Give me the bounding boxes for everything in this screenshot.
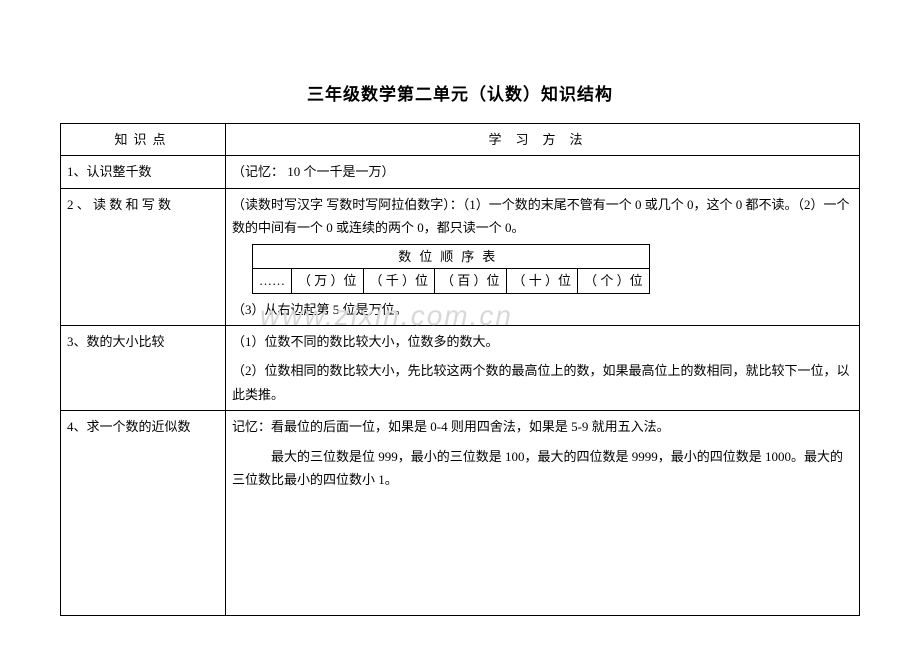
- page-title: 三年级数学第二单元（认数）知识结构: [60, 80, 860, 105]
- row2-line3: （3）从右边起第 5 位是万位。: [232, 298, 853, 321]
- inner-c0: ……: [253, 269, 292, 294]
- row2-content: （读数时写汉字 写数时写阿拉伯数字）：（1）一个数的末尾不管有一个 0 或几个 …: [226, 188, 860, 325]
- row1-content: （记忆： 10 个一千是一万）: [226, 156, 860, 188]
- row4-label: 4、求一个数的近似数: [61, 411, 226, 616]
- inner-c3: （ 百 ）位: [435, 269, 507, 294]
- inner-c2: （ 千 ）位: [363, 269, 435, 294]
- inner-header: 数位顺序表: [253, 244, 650, 269]
- row4-line2: 最大的三位数是位 999，最小的三位数是 100，最大的四位数是 9999，最小…: [232, 445, 853, 492]
- row3-content: （1）位数不同的数比较大小，位数多的数大。 （2）位数相同的数比较大小，先比较这…: [226, 325, 860, 410]
- row3-line2: （2）位数相同的数比较大小，先比较这两个数的最高位上的数，如果最高位上的数相同，…: [232, 359, 853, 406]
- header-right: 学习方法: [226, 124, 860, 156]
- row1-label: 1、认识整千数: [61, 156, 226, 188]
- row2-line1: （读数时写汉字 写数时写阿拉伯数字）：（1）一个数的末尾不管有一个 0 或几个 …: [232, 193, 853, 240]
- inner-c4: （ 十 ）位: [506, 269, 578, 294]
- inner-c1: （ 万 ）位: [292, 269, 364, 294]
- row2-label: 2 、 读 数 和 写 数: [61, 188, 226, 325]
- inner-table: 数位顺序表 …… （ 万 ）位 （ 千 ）位 （ 百 ）位 （ 十 ）位 （ 个…: [252, 244, 650, 294]
- main-table: 知识点 学习方法 1、认识整千数 （记忆： 10 个一千是一万） 2 、 读 数…: [60, 123, 860, 616]
- header-left: 知识点: [61, 124, 226, 156]
- row3-line1: （1）位数不同的数比较大小，位数多的数大。: [232, 330, 853, 353]
- row3-label: 3、数的大小比较: [61, 325, 226, 410]
- row4-line1: 记忆：看最位的后面一位，如果是 0-4 则用四舍法，如果是 5-9 就用五入法。: [232, 415, 853, 438]
- inner-c5: （ 个 ）位: [578, 269, 650, 294]
- row4-content: 记忆：看最位的后面一位，如果是 0-4 则用四舍法，如果是 5-9 就用五入法。…: [226, 411, 860, 616]
